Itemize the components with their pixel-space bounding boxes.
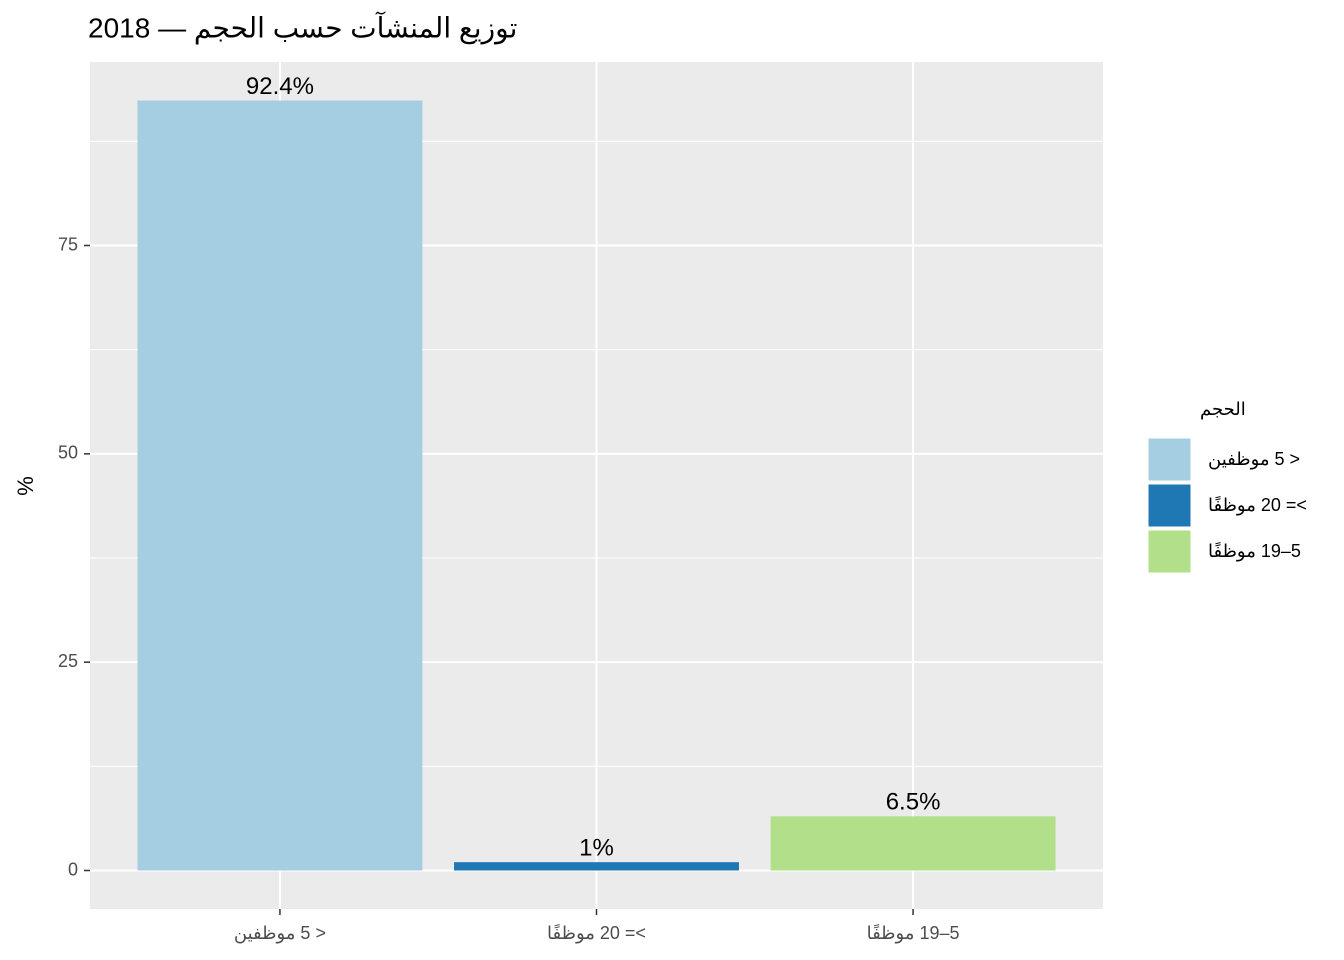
- y-tick-label: 25: [58, 651, 78, 671]
- x-tick-label: 5–19 موظفًا: [867, 923, 960, 944]
- legend-label: < 5 موظفين: [1208, 449, 1300, 470]
- y-tick-label: 0: [68, 859, 78, 879]
- x-tick-label: >= 20 موظفًا: [547, 923, 646, 944]
- y-tick-label: 75: [58, 234, 78, 254]
- value-label: 1%: [579, 835, 614, 862]
- legend-title: الحجم: [1200, 399, 1246, 420]
- bar: [137, 100, 423, 871]
- value-label: 6.5%: [886, 789, 941, 816]
- legend-key: [1147, 483, 1192, 528]
- legend-key: [1147, 529, 1192, 574]
- legend-key: [1147, 437, 1192, 482]
- y-axis-label: %: [13, 476, 38, 496]
- value-label: 92.4%: [246, 73, 314, 100]
- legend-label: 5–19 موظفًا: [1208, 541, 1301, 562]
- bar: [770, 816, 1056, 871]
- chart-title: توزيع المنشآت حسب الحجم — 2018: [88, 11, 517, 44]
- bar: [454, 862, 739, 871]
- x-tick-label: < 5 موظفين: [234, 923, 326, 944]
- y-tick-label: 50: [58, 443, 78, 463]
- legend-label: >= 20 موظفًا: [1208, 495, 1307, 516]
